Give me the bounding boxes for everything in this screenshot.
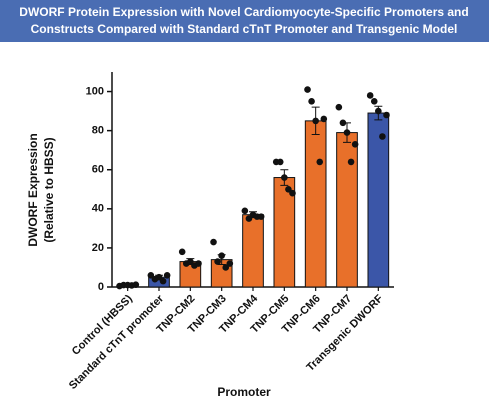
data-point	[226, 260, 234, 267]
data-point	[343, 129, 351, 136]
y-tick-label: 60	[92, 164, 104, 176]
data-point	[195, 260, 202, 267]
title-banner	[0, 0, 489, 42]
data-point	[335, 103, 343, 111]
data-point	[304, 86, 311, 93]
chart-title: Constructs Compared with Standard cTnT P…	[31, 22, 458, 36]
y-tick-label: 100	[86, 85, 104, 97]
data-point	[132, 281, 140, 288]
data-point	[375, 107, 382, 115]
data-point	[155, 273, 163, 281]
y-tick-label: 40	[92, 203, 104, 215]
data-point	[289, 189, 296, 197]
bar	[367, 112, 390, 288]
data-point	[257, 213, 265, 220]
data-point	[339, 119, 347, 127]
data-point	[285, 185, 292, 193]
y-axis-label: (Relative to HBSS)	[42, 137, 56, 242]
data-point	[366, 92, 374, 99]
bar	[304, 120, 327, 288]
y-tick-label: 0	[98, 281, 104, 293]
data-point	[187, 258, 194, 265]
data-point	[379, 133, 386, 140]
data-point	[312, 117, 319, 125]
x-axis-label: Promoter	[217, 385, 271, 399]
data-point	[178, 248, 186, 256]
chart-title: DWORF Protein Expression with Novel Card…	[19, 5, 468, 19]
data-point	[316, 158, 324, 166]
data-point	[351, 141, 359, 148]
data-point	[281, 174, 288, 181]
data-point	[308, 98, 315, 105]
data-point	[214, 258, 221, 265]
bar	[242, 214, 264, 288]
data-point	[276, 158, 284, 166]
y-tick-label: 20	[92, 242, 104, 254]
data-point	[320, 115, 328, 123]
data-point	[218, 252, 225, 260]
data-point	[163, 271, 171, 279]
data-point	[222, 264, 230, 271]
data-point	[147, 271, 155, 279]
y-axis-label: DWORF Expression	[26, 133, 40, 246]
data-point	[347, 158, 355, 166]
data-point	[245, 215, 253, 222]
data-point	[159, 277, 167, 285]
y-tick-label: 80	[92, 125, 104, 137]
data-point	[370, 98, 378, 105]
bar	[336, 132, 358, 288]
data-point	[210, 238, 217, 246]
data-point	[383, 111, 390, 119]
data-point	[241, 207, 249, 215]
